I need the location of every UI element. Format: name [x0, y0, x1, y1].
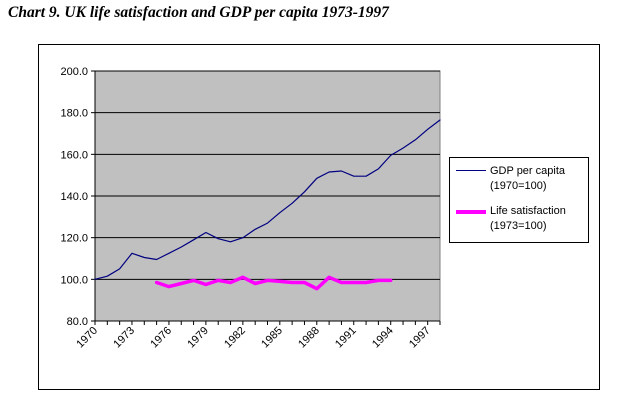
- y-tick-label: 200.0: [60, 66, 88, 78]
- y-tick-label: 180.0: [60, 108, 88, 120]
- legend-gdp-name: GDP per capita: [490, 165, 566, 177]
- legend-life-name: Life satisfaction: [490, 205, 566, 217]
- x-tick-label: 1985: [259, 325, 285, 351]
- y-tick-label: 140.0: [60, 191, 88, 203]
- y-tick-label: 160.0: [60, 149, 88, 161]
- series-line-gdp-per-capita: [94, 119, 441, 280]
- x-tick-label: 1976: [148, 325, 174, 351]
- legend-swatch-life-satisfaction: [456, 210, 486, 214]
- y-tick-label: 120.0: [60, 233, 88, 245]
- legend-gdp-base: (1970=100): [490, 180, 547, 192]
- x-tick-label: 1979: [185, 325, 211, 351]
- x-tick-label: 1994: [370, 325, 396, 351]
- y-axis-ticks: 80.0 100.0 120.0 140.0 160.0 180.0 200.0: [60, 66, 95, 328]
- x-tick-label: 1988: [296, 325, 322, 351]
- legend-label-life-satisfaction: Life satisfaction (1973=100): [490, 204, 566, 234]
- x-tick-label: 1970: [74, 325, 100, 351]
- chart-title: Chart 9. UK life satisfaction and GDP pe…: [8, 4, 389, 21]
- x-tick-label: 1973: [111, 325, 137, 351]
- x-axis-ticks: 1970 1973 1976 1979 1982 1985 1988 1991 1994 1997: [74, 321, 441, 351]
- legend: GDP per capita (1970=100) Life satisfact…: [449, 157, 589, 243]
- legend-label-gdp: GDP per capita (1970=100): [490, 164, 565, 194]
- y-tick-label: 80.0: [67, 316, 88, 328]
- y-tick-label: 100.0: [60, 274, 88, 286]
- legend-life-base: (1973=100): [490, 220, 547, 232]
- series-lines: [94, 119, 441, 291]
- x-tick-label: 1997: [407, 325, 433, 351]
- x-tick-label: 1991: [333, 325, 359, 351]
- series-line-life-satisfaction: [154, 275, 393, 291]
- x-tick-label: 1982: [222, 325, 248, 351]
- legend-swatch-gdp: [456, 170, 486, 171]
